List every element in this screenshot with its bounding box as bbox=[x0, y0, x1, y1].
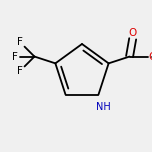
Text: NH: NH bbox=[96, 102, 111, 112]
Text: F: F bbox=[17, 66, 23, 76]
Text: F: F bbox=[17, 37, 23, 47]
Text: O: O bbox=[148, 52, 152, 62]
Text: O: O bbox=[129, 28, 137, 38]
Text: F: F bbox=[12, 52, 17, 62]
